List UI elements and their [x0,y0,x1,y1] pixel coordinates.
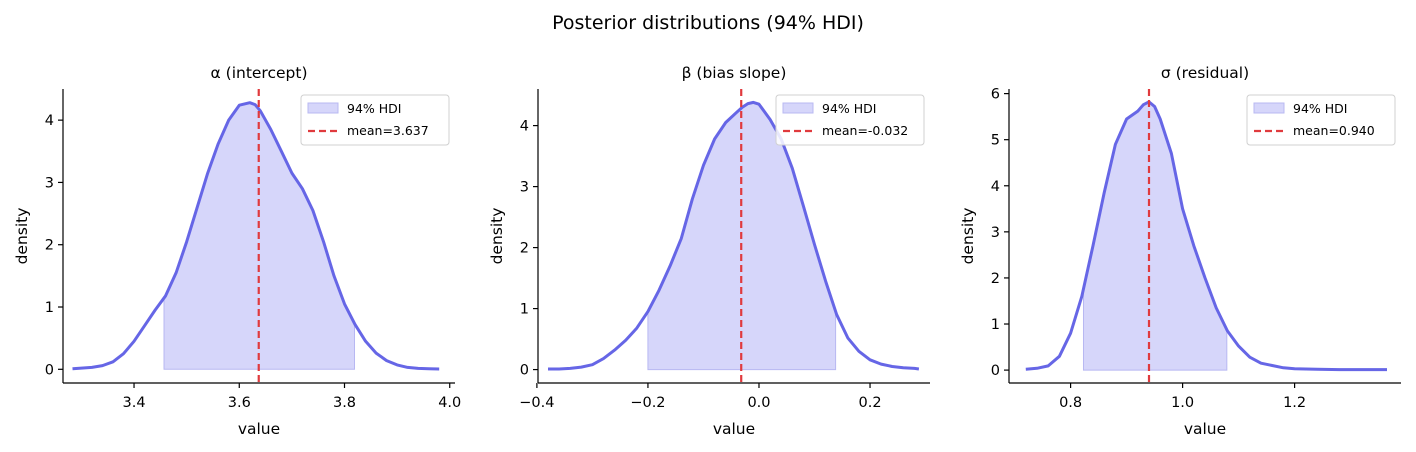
legend-label-hdi: 94% HDI [347,101,401,116]
x-tick-label: 3.6 [228,395,251,411]
x-axis-label: value [238,420,280,438]
y-tick-label: 4 [520,119,529,135]
y-tick-label: 0 [45,362,54,378]
y-tick-label: 3 [45,175,54,191]
x-tick-label: 0.0 [747,395,770,411]
legend-label-hdi: 94% HDI [822,101,876,116]
x-tick-label: 1.2 [1283,395,1306,411]
y-tick-label: 2 [520,241,529,257]
y-axis-label: density [13,208,31,265]
y-axis-label: density [959,208,977,265]
x-tick-label: 3.8 [333,395,356,411]
x-tick-label: 4.0 [438,395,461,411]
y-tick-label: 4 [991,179,1000,195]
panel-title: σ (residual) [1161,64,1249,82]
x-tick-label: 3.4 [123,395,146,411]
y-tick-label: 1 [991,317,1000,333]
x-axis-label: value [713,420,755,438]
panel-2: −0.4 −0.2 0.0 0.2 0 1 2 3 4 β (bias slope) value de… [488,64,930,438]
legend-swatch-hdi [782,102,814,114]
legend-swatch-hdi [1253,102,1285,114]
y-tick-label: 0 [520,363,529,379]
y-axis-label: density [488,208,506,265]
y-tick-label: 2 [991,271,1000,287]
y-tick-label: 0 [991,363,1000,379]
y-tick-label: 1 [45,300,54,316]
legend-label-hdi: 94% HDI [1293,101,1347,116]
legend-label-mean: mean=3.637 [347,123,429,138]
y-tick-label: 2 [45,238,54,254]
x-tick-label: 0.8 [1059,395,1082,411]
hdi-area [1082,101,1228,371]
legend: 94% HDI mean=-0.032 [775,94,925,146]
legend-swatch-hdi [307,102,339,114]
x-tick-label: 0.2 [859,395,882,411]
y-tick-label: 1 [520,302,529,318]
y-tick-label: 6 [991,87,1000,103]
y-tick-label: 5 [991,133,1000,149]
legend: 94% HDI mean=0.940 [1246,94,1396,146]
x-axis-label: value [1184,420,1226,438]
density-curve [548,100,920,371]
legend-label-mean: mean=0.940 [1293,123,1375,138]
legend: 94% HDI mean=3.637 [300,94,450,146]
x-tick-label: −0.2 [630,395,665,411]
y-tick-label: 3 [991,225,1000,241]
panel-1: 3.4 3.6 3.8 4.0 0 1 2 3 4 α (intercept) value densi… [13,64,461,438]
y-tick-label: 4 [45,113,54,129]
density-curve [72,101,440,371]
panel-title: α (intercept) [211,64,308,82]
figure-title: Posterior distributions (94% HDI) [552,12,864,34]
panel-3: 0.8 1.0 1.2 0 1 2 3 4 5 6 σ (residual) value density… [959,64,1401,438]
x-tick-label: 1.0 [1171,395,1194,411]
legend-label-mean: mean=-0.032 [822,123,908,138]
y-tick-label: 3 [520,180,529,196]
density-curve [1025,100,1387,372]
panel-title: β (bias slope) [682,64,787,82]
x-tick-label: −0.4 [519,395,554,411]
